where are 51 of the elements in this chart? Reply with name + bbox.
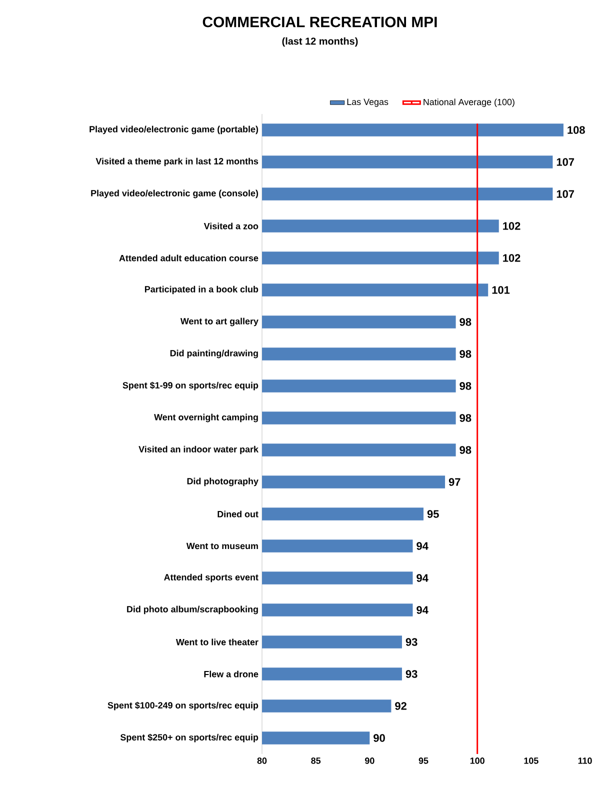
x-tick-label: 110 (578, 758, 592, 764)
chart-subtitle: (last 12 months) (282, 37, 358, 47)
y-tick-label: Went to museum (186, 542, 258, 550)
y-tick-label: Went overnight camping (154, 414, 258, 422)
data-label: 98 (460, 350, 472, 358)
y-tick-label: Spent $100-249 on sports/rec equip (108, 702, 258, 710)
y-tick-label: Dined out (218, 510, 258, 518)
y-tick-label: Did photo album/scrapbooking (127, 606, 258, 614)
y-tick-label: Attended adult education course (119, 254, 258, 262)
x-tick-label: 95 (418, 758, 428, 764)
y-tick-label: Spent $250+ on sports/rec equip (120, 734, 258, 742)
data-label: 102 (503, 254, 520, 262)
data-label: 95 (427, 510, 439, 518)
legend-label: Las Vegas (347, 98, 388, 107)
x-tick-label: 105 (524, 758, 538, 764)
data-label: 108 (568, 126, 585, 134)
data-label: 97 (448, 478, 460, 486)
y-tick-label: Went to live theater (176, 638, 258, 646)
y-tick-label: Played video/electronic game (portable) (90, 126, 258, 134)
y-tick-label: Visited a zoo (204, 222, 258, 230)
data-label: 93 (406, 638, 418, 646)
data-label: 101 (492, 286, 510, 294)
data-label: 98 (460, 318, 472, 326)
y-tick-label: Went to art gallery (180, 318, 258, 326)
chart-title: COMMERCIAL RECREATION MPI (202, 16, 437, 28)
data-label: 102 (503, 222, 520, 230)
x-tick-label: 85 (311, 758, 321, 764)
y-tick-label: Visited an indoor water park (138, 446, 258, 454)
legend-label: National Average (100) (424, 98, 514, 107)
y-tick-label: Visited a theme park in last 12 months (96, 158, 258, 166)
data-label: 107 (556, 190, 574, 198)
data-label: 98 (460, 382, 472, 390)
y-tick-label: Did painting/drawing (170, 350, 258, 358)
x-tick-label: 100 (470, 758, 484, 764)
x-tick-label: 90 (364, 758, 374, 764)
y-tick-label: Played video/electronic game (console) (91, 190, 258, 198)
y-tick-label: Attended sports event (164, 574, 258, 582)
data-label: 94 (416, 574, 428, 582)
data-label: 92 (395, 702, 406, 710)
data-label: 94 (416, 542, 428, 550)
data-label: 94 (416, 606, 428, 614)
data-label: 90 (374, 734, 385, 742)
data-label: 93 (406, 670, 418, 678)
data-label: 107 (556, 158, 574, 166)
y-tick-label: Spent $1-99 on sports/rec equip (122, 382, 258, 390)
y-tick-label: Participated in a book club (144, 286, 258, 294)
y-tick-label: Did photography (187, 478, 258, 486)
data-label: 98 (460, 414, 472, 422)
x-tick-label: 80 (257, 758, 267, 764)
y-tick-label: Flew a drone (204, 670, 258, 678)
data-label: 98 (460, 446, 472, 454)
